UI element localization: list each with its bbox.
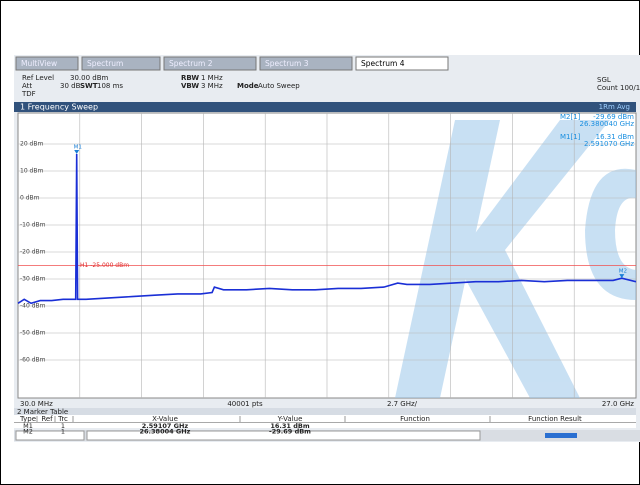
table-header: Y-Value: [277, 415, 303, 423]
marker-readout: 2.591070 GHz: [584, 140, 634, 148]
span-label: 2.7 GHz/: [387, 400, 418, 408]
setting: TDF: [21, 90, 36, 98]
marker-readout: 26.380040 GHz: [580, 120, 635, 128]
table-header: Function Result: [528, 415, 582, 423]
status-field: [86, 430, 481, 441]
points-label: 40001 pts: [227, 400, 263, 408]
tab-label: Spectrum 2: [169, 59, 213, 68]
table-cell: 2.59107 GHz: [142, 422, 189, 430]
marker-readout: -29.69 dBm: [593, 113, 634, 121]
table-cell: 1: [61, 428, 65, 436]
y-tick-label: -60 dBm: [20, 357, 46, 364]
tab[interactable]: [163, 56, 257, 71]
setting: 30 dB: [60, 82, 81, 90]
setting: Ref Level: [22, 74, 54, 82]
y-tick-label: 20 dBm: [20, 141, 43, 148]
marker-label: M1: [74, 144, 82, 150]
watermark: [395, 120, 636, 398]
table-cell: M2: [23, 428, 33, 436]
table-cell: 26.38004 GHz: [140, 428, 191, 436]
tab-label: Spectrum 3: [265, 59, 309, 68]
table-header: Ref: [41, 415, 53, 423]
status-field: [15, 430, 85, 441]
trace-label: 1Rm Avg: [599, 103, 630, 111]
y-tick-label: 10 dBm: [20, 168, 43, 175]
y-tick-label: -20 dBm: [20, 249, 46, 256]
x-stop-label: 27.0 GHz: [602, 400, 634, 408]
tab-label: Spectrum 4: [361, 59, 405, 68]
marker-table-title-bar: [14, 408, 636, 415]
y-tick-label: -10 dBm: [20, 222, 46, 229]
y-tick-label: -40 dBm: [20, 303, 46, 310]
setting: Auto Sweep: [258, 82, 300, 90]
setting: Att: [22, 82, 32, 90]
tab-label: Spectrum: [87, 59, 123, 68]
setting: SWT: [80, 82, 98, 90]
tab[interactable]: [81, 56, 161, 71]
marker-readout: M1[1]: [560, 133, 581, 141]
table-header: Trc: [57, 415, 68, 423]
marker-label: M2: [619, 269, 627, 275]
tab[interactable]: [355, 56, 449, 71]
setting: Mode: [237, 82, 259, 90]
setting: Count 100/100: [597, 84, 640, 92]
diagram-title: 1 Frequency Sweep: [20, 103, 98, 112]
table-cell: -29.69 dBm: [269, 428, 311, 436]
setting: SGL: [597, 76, 611, 84]
marker-table-title: 2 Marker Table: [17, 408, 68, 416]
setting: 108 ms: [97, 82, 123, 90]
table-cell: M1: [23, 422, 33, 430]
table-cell: 1: [61, 422, 65, 430]
y-tick-label: -50 dBm: [20, 330, 46, 337]
table-header: Function: [400, 415, 430, 423]
tab[interactable]: [259, 56, 353, 71]
trace: [17, 153, 637, 305]
x-start-label: 30.0 MHz: [20, 400, 53, 408]
y-tick-label: -30 dBm: [20, 276, 46, 283]
marker-readout: 16.31 dBm: [596, 133, 635, 141]
setting: 3 MHz: [201, 82, 223, 90]
marker-readout: M2[1]: [560, 113, 581, 121]
diagram-title-bar: [14, 102, 636, 112]
marker: [74, 149, 80, 154]
setting: 30.00 dBm: [70, 74, 109, 82]
display-line-label: H1 -25.000 dBm: [80, 262, 129, 269]
setting: VBW: [181, 82, 199, 90]
setting: RBW: [181, 74, 199, 82]
y-tick-label: 0 dBm: [20, 195, 40, 202]
tab[interactable]: [15, 56, 79, 71]
table-cell: 16.31 dBm: [270, 422, 309, 430]
setting: 1 MHz: [201, 74, 223, 82]
marker: [619, 274, 625, 279]
table-header: Type: [19, 415, 36, 423]
tab-label: MultiView: [21, 59, 57, 68]
table-header: X-Value: [152, 415, 178, 423]
progress-indicator: [545, 433, 577, 438]
